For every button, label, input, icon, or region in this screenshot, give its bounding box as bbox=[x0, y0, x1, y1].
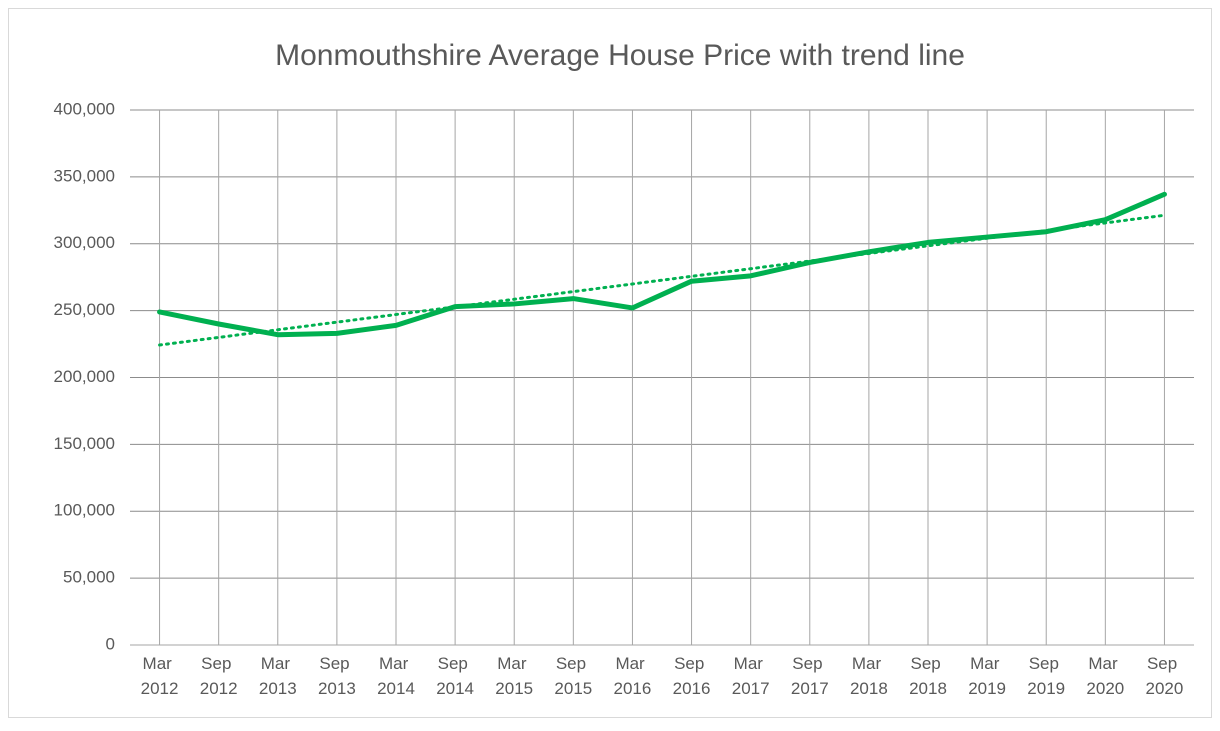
x-tick-label: Sep 2019 bbox=[1027, 654, 1065, 698]
y-tick-label: 150,000 bbox=[54, 434, 115, 453]
x-tick-label: Mar 2018 bbox=[850, 654, 888, 698]
x-tick-label: Sep 2017 bbox=[791, 654, 829, 698]
x-tick-label: Mar 2019 bbox=[968, 654, 1006, 698]
y-tick-label: 350,000 bbox=[54, 166, 115, 185]
x-tick-label: Mar 2017 bbox=[732, 654, 770, 698]
x-tick-label: Mar 2014 bbox=[377, 654, 415, 698]
data-line bbox=[157, 191, 1167, 338]
y-tick-label: 100,000 bbox=[54, 501, 115, 520]
x-tick-label: Sep 2020 bbox=[1146, 654, 1184, 698]
x-tick-label: Mar 2013 bbox=[259, 654, 297, 698]
y-tick-label: 400,000 bbox=[54, 99, 115, 118]
y-tick-label: 0 bbox=[106, 634, 115, 653]
x-tick-label: Sep 2016 bbox=[673, 654, 711, 698]
x-tick-label: Mar 2020 bbox=[1086, 654, 1124, 698]
chart-title: Monmouthshire Average House Price with t… bbox=[275, 39, 965, 72]
x-tick-label: Sep 2015 bbox=[554, 654, 592, 698]
x-tick-label: Mar 2015 bbox=[495, 654, 533, 698]
x-tick-label: Sep 2014 bbox=[436, 654, 474, 698]
chart-border bbox=[8, 8, 1212, 718]
x-tick-label: Sep 2012 bbox=[200, 654, 238, 698]
x-tick-label: Mar 2012 bbox=[141, 654, 179, 698]
x-tick-label: Mar 2016 bbox=[614, 654, 652, 698]
trend-line bbox=[158, 213, 1166, 347]
x-tick-label: Sep 2018 bbox=[909, 654, 947, 698]
y-tick-label: 200,000 bbox=[54, 367, 115, 386]
y-tick-label: 50,000 bbox=[63, 568, 115, 587]
y-tick-label: 300,000 bbox=[54, 233, 115, 252]
y-tick-label: 250,000 bbox=[54, 300, 115, 319]
x-tick-label: Sep 2013 bbox=[318, 654, 356, 698]
